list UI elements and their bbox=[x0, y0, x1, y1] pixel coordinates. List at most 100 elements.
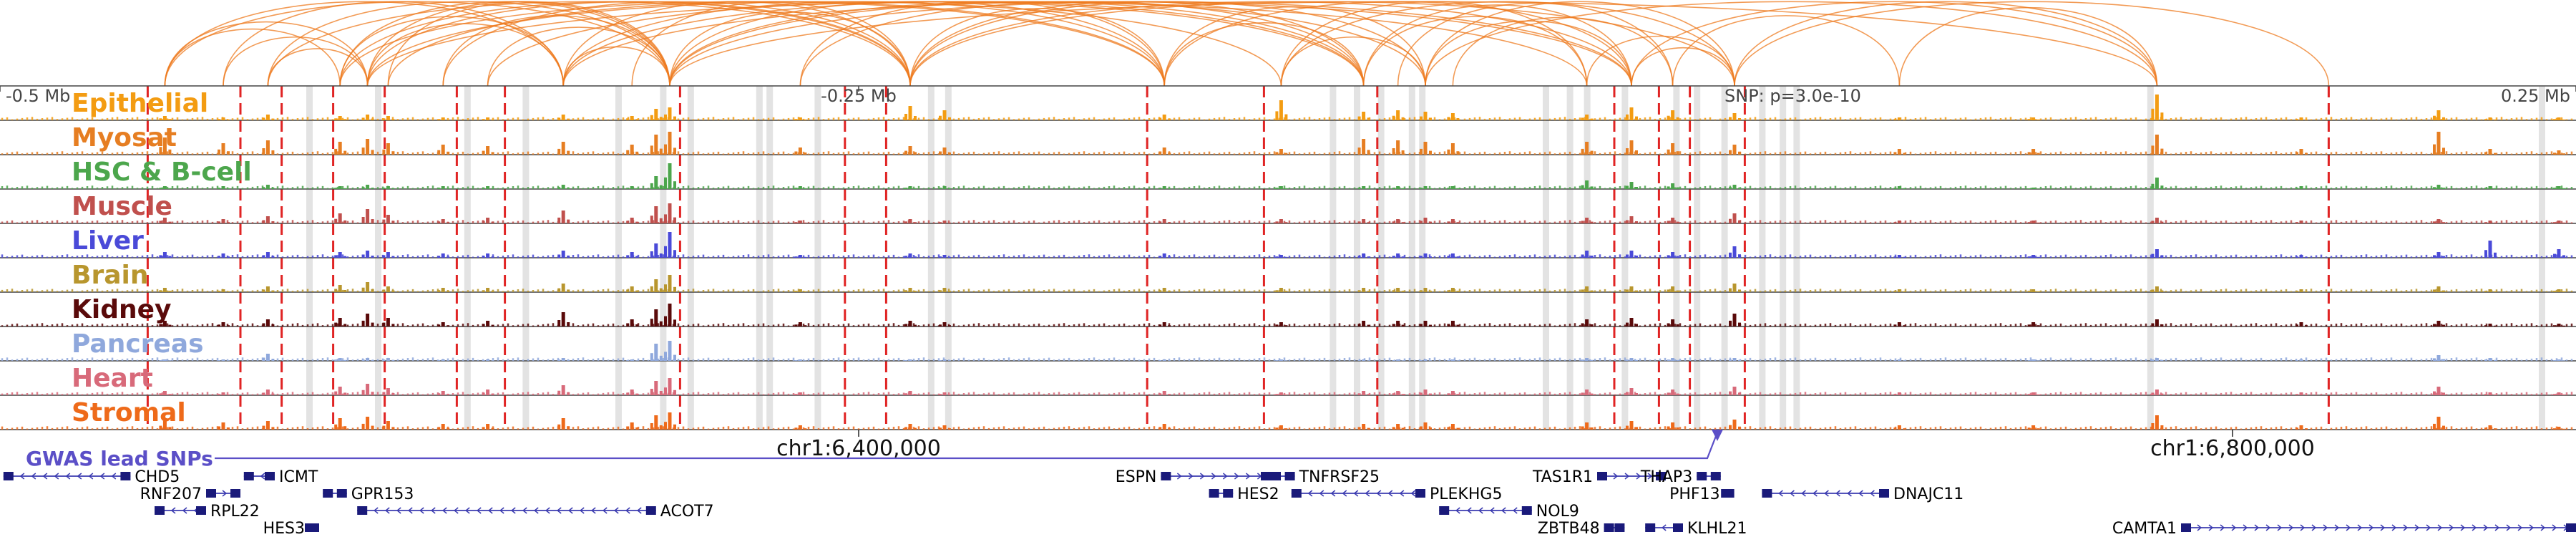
signal-peak bbox=[2305, 153, 2308, 155]
signal-peak bbox=[1729, 288, 1732, 292]
signal-peak bbox=[1897, 322, 1901, 326]
signal-peak bbox=[1581, 117, 1584, 120]
signal-peak bbox=[659, 117, 663, 120]
signal-peak bbox=[561, 385, 565, 395]
signal-peak bbox=[482, 290, 485, 292]
signal-peak bbox=[2442, 359, 2445, 361]
signal-peak bbox=[567, 426, 570, 430]
signal-peak bbox=[2031, 221, 2036, 223]
signal-peak bbox=[1401, 117, 1405, 120]
signal-peak bbox=[1401, 150, 1405, 155]
signal-peak bbox=[914, 291, 917, 292]
signal-peak bbox=[1168, 291, 1171, 292]
gene-label: NOL9 bbox=[1536, 503, 1579, 521]
signal-peak bbox=[2442, 147, 2445, 155]
signal-peak bbox=[1279, 425, 1283, 430]
signal-peak bbox=[2484, 394, 2487, 395]
signal-peak bbox=[1357, 360, 1361, 361]
signal-peak bbox=[567, 359, 570, 361]
signal-peak bbox=[2031, 392, 2036, 395]
gene-label: THAP3 bbox=[1640, 468, 1692, 486]
signal-peak bbox=[948, 256, 951, 258]
signal-peak bbox=[948, 188, 951, 189]
signal-peak bbox=[2296, 324, 2298, 326]
signal-peak bbox=[1423, 218, 1428, 223]
signal-peak bbox=[630, 422, 634, 430]
signal-peak bbox=[1897, 186, 1901, 189]
signal-peak bbox=[1420, 116, 1423, 120]
signal-peak bbox=[1590, 118, 1594, 120]
signal-peak bbox=[1729, 359, 1732, 361]
gene-label: PLEKHG5 bbox=[1430, 485, 1502, 503]
signal-peak bbox=[437, 150, 441, 155]
signal-peak bbox=[1392, 393, 1395, 395]
signal-peak bbox=[391, 256, 395, 258]
signal-peak bbox=[441, 288, 445, 292]
track-background-signal bbox=[1, 254, 2573, 258]
signal-peak bbox=[650, 286, 653, 292]
gene-exon bbox=[230, 489, 240, 498]
signal-peak bbox=[1279, 255, 1283, 258]
signal-peak bbox=[1581, 148, 1584, 155]
loop-arc bbox=[1280, 1, 1735, 87]
signal-peak bbox=[391, 427, 395, 430]
signal-peak bbox=[2436, 417, 2441, 430]
signal-peak bbox=[1279, 392, 1283, 395]
signal-peak bbox=[221, 359, 225, 361]
signal-peak bbox=[1420, 324, 1423, 326]
signal-peak bbox=[2299, 117, 2303, 120]
gene-exon bbox=[1721, 489, 1732, 498]
signal-peak bbox=[2562, 153, 2565, 155]
signal-peak bbox=[1392, 290, 1395, 292]
signal-peak bbox=[338, 116, 342, 120]
signal-peak bbox=[561, 358, 565, 361]
signal-peak bbox=[939, 360, 942, 361]
signal-peak bbox=[271, 221, 275, 223]
signal-peak bbox=[334, 424, 338, 430]
signal-peak bbox=[635, 290, 639, 292]
signal-peak bbox=[626, 360, 630, 361]
signal-peak bbox=[1423, 253, 1428, 258]
signal-peak bbox=[2484, 188, 2487, 189]
signal-peak bbox=[159, 360, 162, 361]
signal-peak bbox=[2494, 359, 2497, 361]
signal-peak bbox=[2299, 186, 2303, 189]
signal-peak bbox=[1158, 151, 1162, 155]
signal-peak bbox=[1447, 290, 1450, 292]
signal-peak bbox=[366, 251, 370, 258]
signal-peak bbox=[904, 393, 907, 395]
signal-peak bbox=[2031, 322, 2036, 326]
signal-peak bbox=[271, 150, 275, 155]
signal-peak bbox=[1676, 427, 1679, 430]
signal-peak bbox=[265, 390, 270, 395]
signal-peak bbox=[1676, 290, 1679, 292]
gene-label: ESPN bbox=[1116, 468, 1157, 486]
gene-label: CAMTA1 bbox=[2112, 520, 2177, 537]
signal-peak bbox=[482, 427, 485, 430]
signal-peak bbox=[361, 187, 365, 189]
signal-peak bbox=[794, 256, 798, 258]
signal-peak bbox=[1671, 252, 1675, 258]
signal-peak bbox=[2442, 290, 2445, 292]
loop-arc bbox=[669, 11, 911, 87]
signal-peak bbox=[1585, 358, 1589, 361]
signal-peak bbox=[1671, 218, 1675, 223]
signal-peak bbox=[668, 107, 672, 120]
signal-peak bbox=[1168, 153, 1171, 155]
signal-peak bbox=[371, 289, 374, 292]
signal-peak bbox=[2296, 188, 2298, 189]
signal-peak bbox=[262, 425, 265, 430]
gene-exon bbox=[323, 489, 333, 498]
signal-peak bbox=[334, 322, 338, 326]
signal-peak bbox=[635, 188, 639, 189]
signal-peak bbox=[1275, 188, 1279, 189]
signal-peak bbox=[557, 187, 561, 189]
signal-peak bbox=[1581, 426, 1584, 430]
signal-peak bbox=[904, 114, 907, 120]
signal-peak bbox=[343, 256, 347, 258]
track-background-signal bbox=[1, 357, 2573, 361]
gene-exon bbox=[357, 506, 368, 515]
signal-peak bbox=[1284, 291, 1288, 292]
signal-peak bbox=[221, 186, 225, 189]
signal-peak bbox=[1626, 322, 1629, 326]
